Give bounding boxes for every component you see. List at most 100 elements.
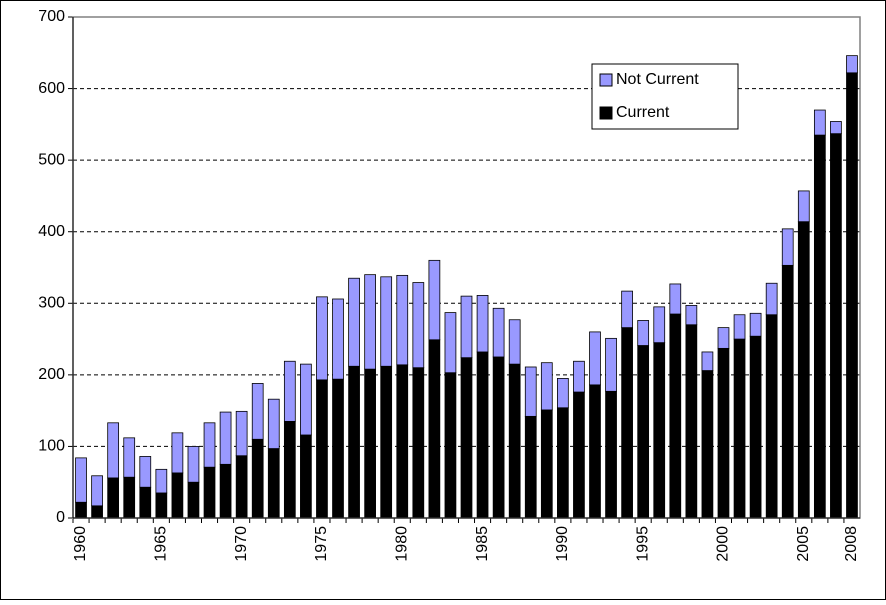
bar-segment [813, 134, 826, 519]
bar-segment [91, 505, 103, 519]
bar-segment [348, 277, 360, 367]
bar-segment [540, 362, 553, 411]
bar-segment [107, 477, 120, 519]
x-tick-label: 2000 [715, 526, 732, 562]
bar-segment [251, 383, 264, 440]
bar-segment [765, 282, 778, 316]
bar-segment [364, 274, 376, 370]
bar-segment [235, 410, 248, 457]
bar-segment [701, 370, 714, 519]
bar-segment [637, 320, 650, 346]
bar-segment [316, 379, 328, 519]
bar-segment [605, 337, 617, 392]
bar-segment [107, 422, 120, 479]
bar-segment [701, 351, 714, 371]
bar-segment [557, 407, 569, 519]
bar-segment [187, 481, 200, 519]
bar-segment [203, 422, 216, 468]
x-tick-label: 2008 [843, 526, 860, 562]
bar-segment [846, 72, 858, 519]
bar-segment [492, 356, 505, 519]
x-tick-label: 1985 [474, 526, 491, 562]
bar-segment [524, 415, 537, 519]
bar-segment [733, 314, 746, 340]
bar-segment [123, 437, 136, 478]
bar-segment [476, 351, 489, 519]
bar-segment [364, 368, 376, 519]
bar-segment [621, 290, 633, 329]
bar-segment [139, 456, 152, 488]
bar-segment [203, 466, 216, 519]
bar-segment [412, 282, 425, 369]
legend-box [591, 63, 739, 130]
y-tick-label: 100 [38, 438, 65, 455]
y-tick-label: 500 [38, 151, 65, 168]
bar-segment [283, 360, 296, 422]
y-tick-label: 0 [56, 509, 65, 526]
bar-segment [412, 367, 425, 519]
bar-segment [797, 190, 810, 223]
bar-segment [380, 365, 393, 519]
legend-label: Current [616, 104, 670, 121]
bar-segment [316, 296, 328, 381]
bar-segment [91, 475, 103, 507]
bar-segment [332, 378, 344, 519]
bar-segment [797, 221, 810, 519]
bar-segment [621, 327, 633, 519]
bar-segment [573, 391, 585, 519]
y-tick-label: 600 [38, 80, 65, 97]
bar-segment [283, 420, 296, 519]
bar-segment [492, 307, 505, 358]
bar-segment [781, 228, 794, 266]
bar-segment [428, 339, 441, 519]
bar-segment [781, 264, 794, 519]
bar-segment [540, 409, 553, 519]
bar-segment [139, 486, 152, 519]
bar-segment [524, 366, 537, 417]
bar-segment [155, 468, 168, 494]
bar-segment [460, 295, 473, 359]
legend-label: Not Current [616, 71, 699, 88]
bar-segment [589, 331, 601, 386]
bar-segment [219, 463, 232, 519]
bar-segment [75, 457, 87, 503]
bar-segment [251, 438, 264, 519]
bar-segment [653, 306, 666, 344]
bar-segment [476, 295, 489, 353]
bar-segment [685, 305, 698, 326]
y-tick-label: 700 [38, 8, 65, 25]
bar-segment [508, 363, 521, 519]
bar-segment [75, 501, 87, 519]
bar-segment [444, 312, 457, 374]
x-tick-label: 1960 [72, 526, 89, 562]
bar-segment [637, 345, 650, 519]
x-tick-label: 1965 [153, 526, 170, 562]
x-tick-label: 1995 [634, 526, 651, 562]
bar-segment [171, 472, 184, 519]
bar-segment [717, 327, 730, 349]
bar-segment [267, 398, 280, 449]
bar-segment [669, 283, 682, 315]
x-tick-label: 1975 [313, 526, 330, 562]
bar-segment [830, 133, 842, 519]
bar-segment [830, 121, 842, 135]
bar-segment [267, 448, 280, 519]
bar-segment [396, 274, 409, 366]
y-tick-label: 300 [38, 295, 65, 312]
y-tick-label: 200 [38, 366, 65, 383]
bar-segment [219, 411, 232, 465]
bar-segment [653, 342, 666, 519]
bar-segment [589, 384, 601, 519]
y-tick-label: 400 [38, 223, 65, 240]
bar-segment [813, 109, 826, 136]
x-tick-label: 1970 [233, 526, 250, 562]
bar-segment [733, 338, 746, 519]
bar-segment [765, 314, 778, 519]
bar-segment [123, 476, 136, 519]
bar-segment [380, 276, 393, 367]
bar-segment [348, 365, 360, 519]
bar-segment [846, 55, 858, 74]
bar-segment [428, 259, 441, 341]
bar-segment [155, 492, 168, 519]
